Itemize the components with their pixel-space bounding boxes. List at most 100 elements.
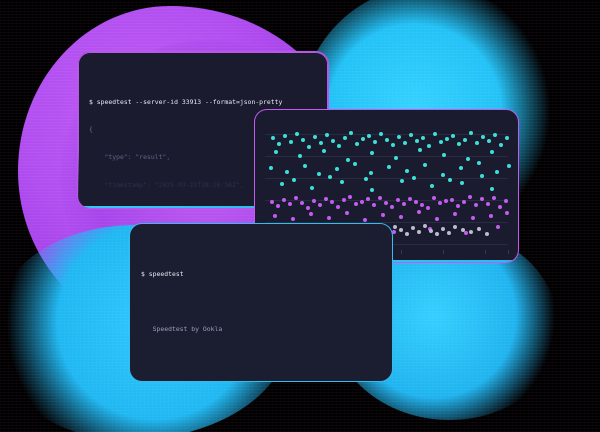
plot-point-download	[507, 164, 511, 168]
plot-point-download	[442, 153, 446, 157]
plot-point-download	[385, 138, 389, 142]
plot-point-download	[387, 165, 391, 169]
plot-point-download	[490, 150, 494, 154]
plot-point-download	[310, 186, 314, 190]
plot-point-latency	[485, 232, 489, 236]
plot-point-download	[277, 142, 281, 146]
plot-point-download	[397, 135, 401, 139]
plot-point-upload	[399, 215, 403, 219]
plot-point-upload	[402, 202, 406, 206]
result-value: AcmeCo Communications - Millington, TN	[191, 380, 342, 381]
plot-point-download	[441, 173, 445, 177]
plot-point-download	[409, 133, 413, 137]
result-label: Server:	[141, 380, 191, 381]
plot-point-latency	[453, 225, 457, 229]
plot-point-download	[405, 169, 409, 173]
plot-point-upload	[505, 211, 509, 215]
plot-point-upload	[392, 230, 396, 234]
plot-point-upload	[330, 200, 334, 204]
plot-gridline	[265, 178, 508, 179]
plot-point-download	[466, 157, 470, 161]
plot-point-upload	[468, 195, 472, 199]
plot-point-upload	[363, 218, 367, 222]
plot-point-download	[373, 140, 377, 144]
plot-point-download	[439, 140, 443, 144]
json-command: speedtest --server-id 33913 --format=jso…	[96, 97, 283, 106]
plot-point-download	[459, 166, 463, 170]
plot-point-download	[370, 188, 374, 192]
spacer	[141, 297, 381, 306]
plot-point-latency	[411, 226, 415, 230]
plot-point-upload	[282, 198, 286, 202]
json-prompt: $	[89, 97, 93, 106]
plot-point-download	[379, 132, 383, 136]
result-terminal[interactable]: $ speedtest Speedtest by Ookla Server: A…	[130, 224, 392, 381]
plot-point-upload	[345, 211, 349, 215]
plot-point-download	[307, 145, 311, 149]
plot-point-download	[269, 166, 273, 170]
plot-point-download	[445, 137, 449, 141]
plot-point-latency	[399, 228, 403, 232]
plot-point-upload	[327, 216, 331, 220]
plot-point-latency	[435, 232, 439, 236]
plot-point-upload	[378, 196, 382, 200]
plot-point-download	[340, 180, 344, 184]
plot-point-upload	[464, 231, 468, 235]
plot-point-download	[460, 181, 464, 185]
plot-point-upload	[489, 214, 493, 218]
plot-point-download	[364, 177, 368, 181]
plot-point-download	[457, 142, 461, 146]
plot-point-upload	[492, 196, 496, 200]
plot-point-download	[477, 161, 481, 165]
plot-point-upload	[354, 202, 358, 206]
json-prompt-line: $ speedtest --server-id 33913 --format=j…	[89, 98, 317, 107]
plot-point-upload	[435, 217, 439, 221]
plot-point-upload	[504, 199, 508, 203]
plot-point-download	[415, 139, 419, 143]
spacer	[141, 353, 381, 362]
plot-point-upload	[480, 197, 484, 201]
plot-point-upload	[453, 212, 457, 216]
plot-point-download	[499, 143, 503, 147]
plot-point-latency	[441, 227, 445, 231]
plot-point-upload	[300, 201, 304, 205]
plot-point-download	[289, 140, 293, 144]
plot-point-upload	[390, 205, 394, 209]
plot-point-upload	[291, 217, 295, 221]
plot-gridline	[265, 200, 508, 201]
plot-point-latency	[417, 230, 421, 234]
result-row-server: Server: AcmeCo Communications - Millingt…	[141, 380, 381, 381]
result-prompt-line: $ speedtest	[141, 270, 381, 279]
plot-point-upload	[336, 205, 340, 209]
plot-point-upload	[396, 198, 400, 202]
plot-point-download	[369, 171, 373, 175]
plot-point-upload	[496, 225, 500, 229]
plot-point-download	[493, 133, 497, 137]
plot-point-download	[271, 136, 275, 140]
plot-point-latency	[405, 232, 409, 236]
plot-point-latency	[447, 231, 451, 235]
plot-point-download	[317, 172, 321, 176]
plot-point-upload	[420, 203, 424, 207]
plot-point-download	[433, 132, 437, 136]
plot-x-tick	[401, 250, 402, 254]
plot-point-upload	[498, 205, 502, 209]
plot-point-upload	[414, 200, 418, 204]
result-prompt: $	[141, 269, 145, 278]
plot-point-download	[490, 187, 494, 191]
plot-point-upload	[270, 200, 274, 204]
plot-point-upload	[288, 202, 292, 206]
plot-point-upload	[306, 206, 310, 210]
plot-point-upload	[381, 213, 385, 217]
result-heading-text: Speedtest by Ookla	[152, 325, 223, 334]
plot-point-download	[346, 158, 350, 162]
plot-point-download	[343, 136, 347, 140]
plot-point-download	[292, 178, 296, 182]
plot-point-download	[322, 149, 326, 153]
plot-point-upload	[444, 199, 448, 203]
plot-point-download	[423, 163, 427, 167]
plot-gridline	[265, 156, 508, 157]
plot-x-tick	[508, 250, 509, 254]
plot-point-download	[430, 184, 434, 188]
plot-point-download	[421, 136, 425, 140]
